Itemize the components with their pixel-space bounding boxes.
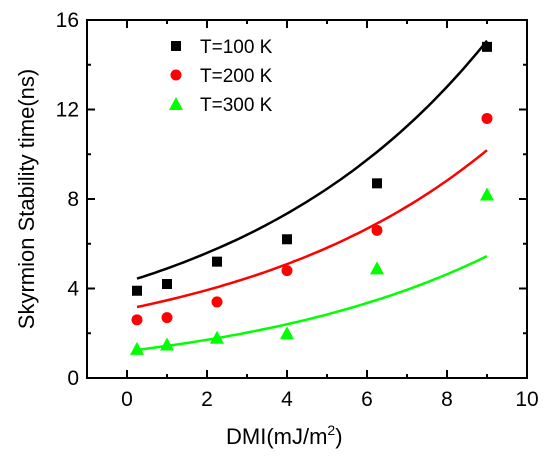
legend-label: T=300 K	[200, 95, 273, 116]
legend-marker	[171, 41, 181, 51]
y-tick-label: 16	[56, 9, 79, 32]
data-point	[211, 296, 223, 308]
y-tick-label: 8	[67, 188, 79, 211]
fit-curve	[136, 39, 488, 280]
axes: 0 2 4 6 8 10 0 4 8 12 16	[56, 9, 539, 411]
y-tick-label: 4	[67, 278, 79, 301]
data-point	[370, 261, 384, 275]
data-point	[371, 224, 383, 236]
data-point	[482, 41, 492, 52]
data-point	[282, 234, 292, 245]
data-point	[162, 279, 172, 290]
data-point	[480, 187, 494, 201]
data-point	[280, 326, 294, 340]
plot-frame	[86, 19, 528, 379]
x-tick-label: 2	[201, 388, 213, 411]
y-tick-label: 12	[56, 99, 79, 122]
data-point	[131, 314, 143, 326]
y-tick-label: 0	[67, 367, 79, 390]
x-tick-label: 0	[121, 388, 133, 411]
x-axis-label-superscript: 2	[327, 422, 335, 438]
data-point	[130, 341, 144, 355]
fit-curve	[136, 254, 488, 352]
data-point	[372, 178, 382, 189]
legend-label: T=100 K	[200, 37, 273, 58]
data-point	[281, 265, 293, 277]
x-tick-label: 4	[281, 388, 293, 411]
data-point	[161, 312, 173, 324]
fit-curve	[136, 149, 488, 309]
data-point	[481, 112, 493, 124]
y-axis-label: Skyrmion Stability time(ns)	[14, 69, 39, 329]
x-axis-label-main: DMI(mJ/m	[226, 424, 327, 449]
x-axis-label-suffix: )	[335, 424, 342, 449]
data-points	[130, 41, 494, 355]
data-point	[132, 285, 142, 296]
x-tick-label: 8	[441, 388, 453, 411]
data-point	[212, 256, 222, 267]
x-axis-label: DMI(mJ/m2)	[226, 422, 343, 449]
legend-marker	[169, 97, 183, 110]
legend-label: T=200 K	[200, 66, 273, 87]
x-tick-label: 10	[515, 388, 538, 411]
legend: T=100 K T=200 K T=300 K	[169, 37, 273, 116]
x-tick-label: 6	[361, 388, 373, 411]
legend-marker	[170, 69, 182, 81]
data-point	[210, 330, 224, 344]
data-point	[160, 337, 174, 351]
fit-curves	[136, 39, 488, 352]
